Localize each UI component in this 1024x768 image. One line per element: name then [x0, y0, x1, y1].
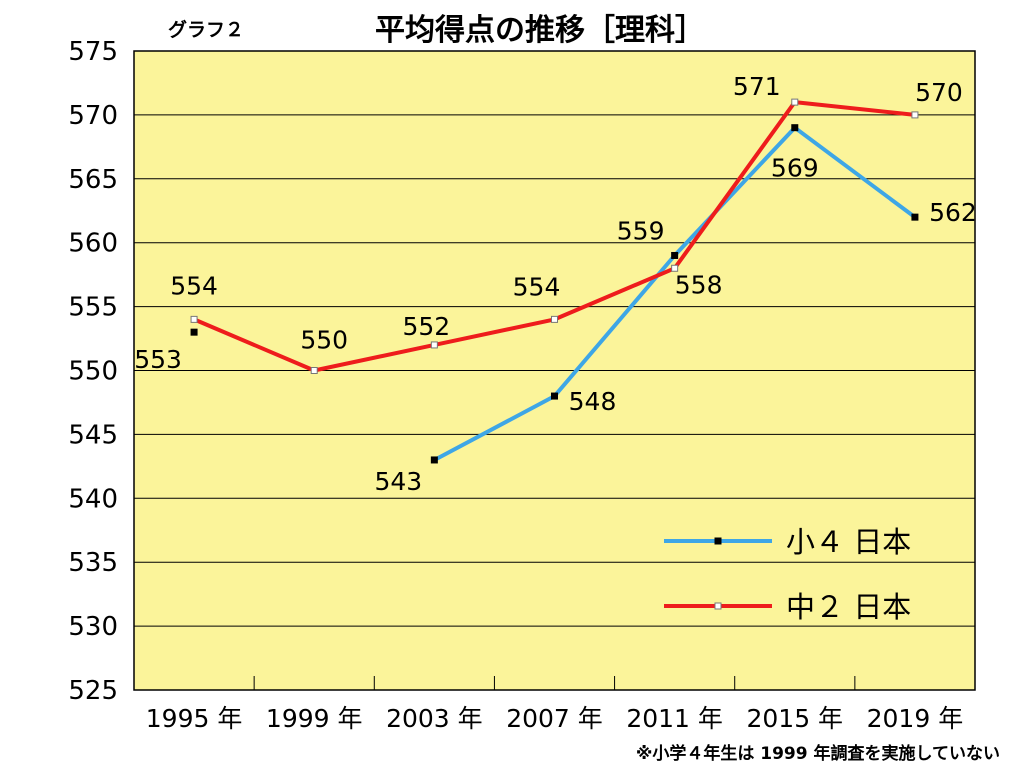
data-label: 548 [569, 387, 617, 416]
data-point [911, 111, 919, 119]
chart-tag: グラフ２ [168, 18, 244, 41]
data-point [551, 392, 558, 400]
y-tick-label: 540 [68, 484, 118, 514]
legend-marker [714, 537, 722, 545]
y-tick-label: 575 [68, 37, 118, 67]
data-label: 562 [929, 198, 977, 227]
data-point [551, 315, 558, 323]
data-label: 553 [134, 345, 182, 374]
data-point [671, 251, 679, 259]
data-label: 558 [675, 270, 723, 299]
x-tick-label: 2015 年 [746, 704, 843, 733]
data-label: 571 [733, 72, 781, 101]
data-label: 559 [617, 216, 665, 245]
legend-label: 小４ 日本 [786, 525, 911, 559]
y-tick-label: 545 [68, 420, 118, 450]
x-tick-label: 2011 年 [626, 704, 723, 733]
legend-marker [714, 602, 722, 610]
data-point [911, 213, 919, 221]
legend-label: 中２ 日本 [786, 590, 911, 624]
data-label: 570 [915, 78, 963, 107]
data-point [791, 124, 799, 132]
data-point [310, 367, 318, 374]
data-label: 554 [513, 272, 561, 301]
data-point [430, 341, 438, 349]
data-point [190, 328, 198, 336]
data-point [190, 315, 198, 323]
data-label: 569 [771, 154, 819, 183]
x-tick-label: 2003 年 [386, 704, 483, 733]
y-tick-label: 555 [68, 293, 118, 323]
data-point [791, 98, 799, 106]
y-tick-label: 560 [68, 229, 118, 259]
y-tick-label: 550 [68, 357, 118, 387]
y-tick-label: 535 [68, 548, 118, 578]
data-point [671, 264, 679, 272]
y-tick-label: 530 [68, 612, 118, 642]
data-label: 552 [402, 312, 450, 341]
chart-title: 平均得点の推移［理科］ [375, 13, 705, 48]
data-label: 543 [374, 467, 422, 496]
data-point [430, 456, 438, 464]
footnote: ※小学４年生は 1999 年調査を実施していない [636, 743, 1000, 764]
x-tick-label: 1995 年 [146, 704, 243, 733]
data-label: 554 [170, 271, 218, 300]
y-tick-label: 570 [68, 101, 118, 131]
x-tick-label: 2019 年 [867, 704, 964, 733]
data-label: 550 [300, 326, 348, 355]
y-tick-label: 525 [68, 676, 118, 706]
y-tick-label: 565 [68, 165, 118, 195]
x-tick-label: 2007 年 [506, 704, 603, 733]
x-tick-label: 1999 年 [266, 704, 363, 733]
